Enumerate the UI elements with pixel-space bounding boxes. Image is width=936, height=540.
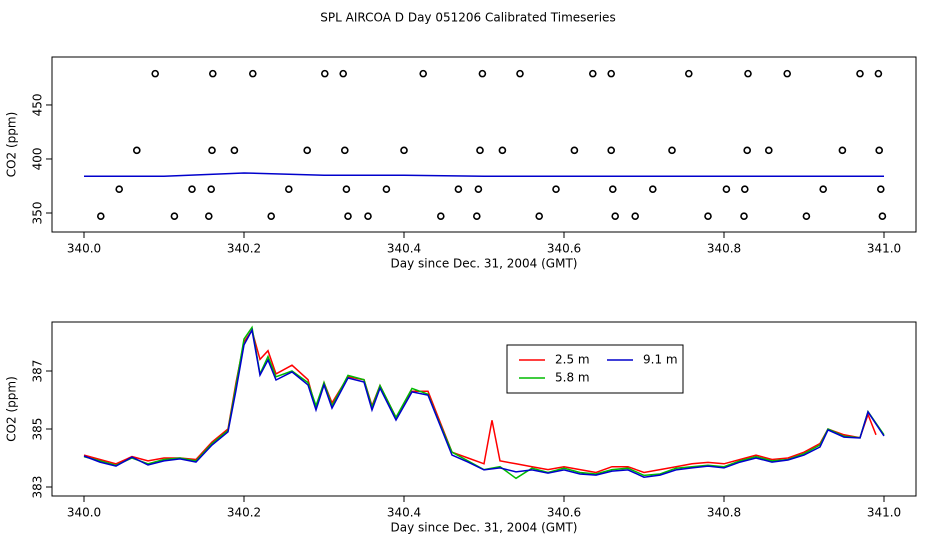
data-point: [611, 212, 620, 221]
data-point: [570, 146, 579, 155]
data-point: [744, 69, 752, 78]
plot-frame: [51, 321, 917, 497]
y-tick-label: 385: [31, 418, 45, 441]
x-axis-label: Day since Dec. 31, 2004 (GMT): [391, 257, 578, 271]
data-point: [151, 69, 159, 78]
x-tick-label: 340.4: [387, 506, 421, 520]
x-tick-label: 340.8: [707, 242, 741, 256]
data-point: [400, 146, 408, 155]
y-tick-label: 383: [31, 476, 45, 499]
data-point: [607, 146, 616, 155]
data-point: [783, 69, 792, 78]
x-axis-label: Day since Dec. 31, 2004 (GMT): [391, 521, 578, 535]
data-point: [875, 146, 884, 155]
data-point: [743, 146, 752, 155]
data-point: [474, 185, 483, 194]
plot-frame: [51, 56, 917, 233]
data-point: [740, 212, 748, 221]
data-point: [249, 69, 257, 78]
data-point: [704, 212, 712, 221]
x-tick-label: 340.6: [547, 506, 581, 520]
data-point: [874, 69, 883, 78]
data-point: [740, 185, 749, 194]
data-point: [364, 212, 372, 221]
data-point: [535, 212, 544, 221]
x-tick-label: 340.2: [227, 506, 261, 520]
legend-label: 9.1 m: [643, 353, 678, 367]
x-tick-label: 340.0: [67, 242, 101, 256]
y-axis-label: CO2 (ppm): [5, 112, 19, 178]
page-title: SPL AIRCOA D Day 051206 Calibrated Times…: [320, 11, 615, 25]
data-point: [230, 146, 239, 155]
data-point: [764, 146, 773, 155]
data-line: [84, 172, 884, 178]
data-point: [722, 185, 731, 194]
data-point: [170, 212, 179, 221]
data-point: [419, 69, 428, 78]
data-point: [382, 185, 391, 194]
data-point: [878, 212, 887, 221]
y-tick-label: 450: [31, 94, 45, 117]
data-point: [472, 212, 481, 221]
data-point: [802, 212, 811, 221]
x-tick-label: 341.0: [867, 242, 901, 256]
data-point: [819, 185, 828, 194]
data-point: [516, 69, 524, 78]
data-point: [340, 146, 349, 155]
data-point: [188, 185, 196, 194]
x-tick-label: 340.2: [227, 242, 261, 256]
data-point: [668, 146, 676, 155]
y-tick-label: 387: [31, 360, 45, 383]
legend-label: 5.8 m: [555, 371, 590, 385]
data-point: [607, 69, 616, 78]
data-point: [209, 69, 217, 78]
data-line: [83, 327, 885, 478]
data-point: [436, 212, 445, 221]
data-point: [876, 185, 885, 194]
data-point: [478, 69, 487, 78]
data-point: [631, 212, 640, 221]
x-tick-label: 340.4: [387, 242, 421, 256]
data-point: [342, 185, 351, 194]
data-point: [344, 212, 352, 221]
data-point: [498, 146, 507, 155]
data-point: [303, 146, 312, 155]
data-point: [552, 185, 560, 194]
legend-box: [506, 344, 684, 394]
data-point: [133, 146, 141, 155]
data-point: [207, 185, 215, 194]
y-tick-label: 350: [31, 202, 45, 225]
data-point: [208, 146, 216, 155]
data-point: [205, 212, 213, 221]
data-point: [115, 185, 123, 194]
data-point: [339, 69, 348, 78]
data-point: [648, 185, 657, 194]
data-point: [284, 185, 293, 194]
x-tick-label: 340.6: [547, 242, 581, 256]
y-axis-label: CO2 (ppm): [5, 376, 19, 442]
data-point: [588, 69, 597, 78]
data-point: [454, 185, 463, 194]
x-tick-label: 341.0: [867, 506, 901, 520]
legend-label: 2.5 m: [555, 353, 590, 367]
data-point: [856, 69, 864, 78]
data-point: [267, 212, 276, 221]
data-point: [476, 146, 484, 155]
x-tick-label: 340.0: [67, 506, 101, 520]
data-point: [838, 146, 847, 155]
data-point: [608, 185, 617, 194]
x-tick-label: 340.8: [707, 506, 741, 520]
data-point: [684, 69, 693, 78]
data-point: [320, 69, 329, 78]
data-point: [97, 212, 105, 221]
y-tick-label: 400: [31, 148, 45, 171]
